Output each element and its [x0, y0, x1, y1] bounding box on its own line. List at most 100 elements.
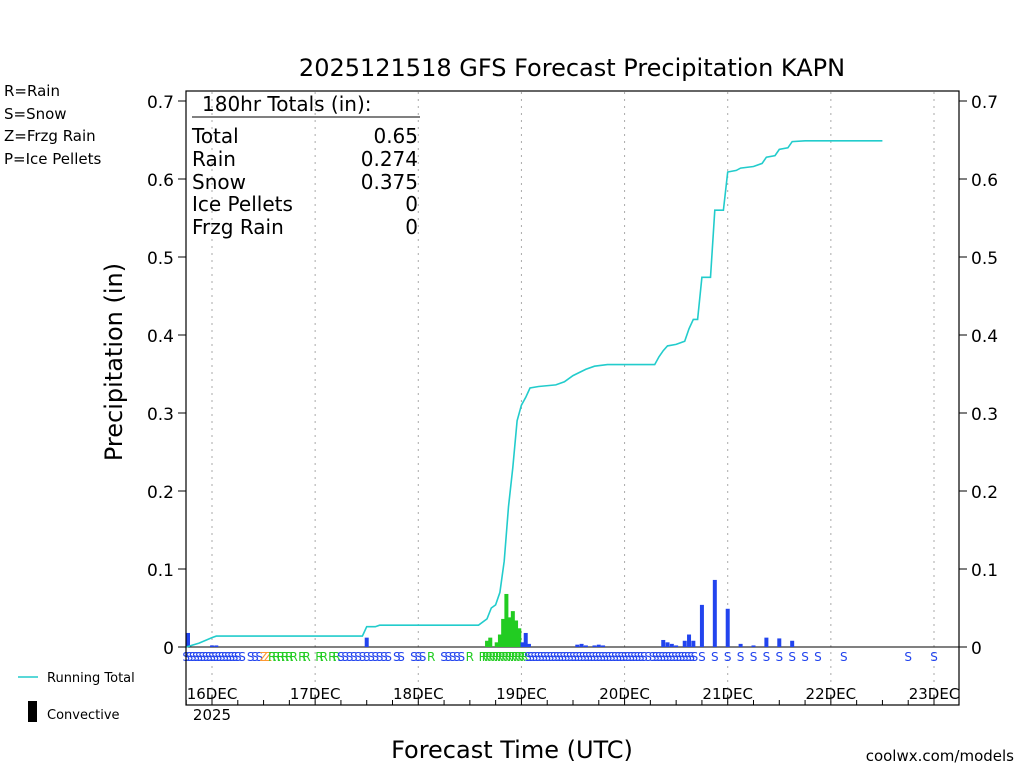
- type-code: S: [367, 650, 375, 664]
- type-code: S: [215, 650, 223, 664]
- y-axis-ticks: 0 00.1 0.10.2 0.20.3 0.30.4 0.40.5 0.50.6 0.60.…: [147, 93, 998, 659]
- type-code: R: [281, 650, 289, 664]
- type-code: S: [658, 650, 666, 664]
- y-tick-label-left: 0.6: [147, 171, 174, 191]
- type-code: R: [268, 650, 276, 664]
- totals-label-frzg-rain: Frzg Rain: [192, 215, 284, 239]
- type-code: S: [238, 650, 246, 664]
- type-code: R: [511, 650, 519, 664]
- type-code: S: [363, 650, 371, 664]
- type-code: S: [608, 650, 616, 664]
- x-tick-label: 20DEC: [599, 685, 650, 703]
- type-code: S: [397, 650, 405, 664]
- type-code: S: [601, 650, 609, 664]
- type-code: R: [491, 650, 499, 664]
- type-code: S: [359, 650, 367, 664]
- type-code: S: [644, 650, 652, 664]
- type-code: R: [520, 650, 528, 664]
- type-code: R: [501, 650, 509, 664]
- type-code: S: [904, 650, 912, 664]
- precip-bar: [601, 645, 606, 647]
- y-tick-label-left: 0: [163, 639, 174, 659]
- type-code: Z: [259, 650, 267, 664]
- y-tick-label-left: 0.2: [147, 483, 174, 503]
- precip-bar: [520, 642, 525, 647]
- precip-bar: [764, 637, 769, 647]
- legend-ice-pellets: P=Ice Pellets: [4, 150, 101, 168]
- precip-bar: [669, 643, 674, 647]
- totals-value-frzg-rain: 0: [405, 215, 418, 239]
- watermark: coolwx.com/models: [866, 747, 1014, 765]
- type-code: R: [277, 650, 285, 664]
- totals-value-snow: 0.375: [361, 170, 418, 194]
- type-code: S: [585, 650, 593, 664]
- type-code: S: [371, 650, 379, 664]
- type-code: S: [440, 650, 448, 664]
- type-code: R: [514, 650, 522, 664]
- legend-frzg-rain: Z=Frzg Rain: [4, 127, 96, 145]
- type-code: S: [630, 650, 638, 664]
- type-code: R: [332, 650, 340, 664]
- y-tick-label-left: 0.3: [147, 405, 174, 425]
- convective-swatch: [28, 701, 37, 722]
- precip-bar: [592, 645, 597, 647]
- type-code: S: [221, 650, 229, 664]
- type-code: S: [737, 650, 745, 664]
- type-code: R: [302, 650, 310, 664]
- type-code: S: [543, 650, 551, 664]
- precip-bar: [501, 618, 506, 647]
- totals-label-total: Total: [191, 124, 239, 148]
- precip-bars: [186, 579, 795, 647]
- precip-bar: [494, 642, 499, 647]
- type-code: R: [479, 650, 487, 664]
- type-code: S: [637, 650, 645, 664]
- type-code: S: [410, 650, 418, 664]
- type-code: S: [205, 650, 213, 664]
- x-tick-label: 22DEC: [806, 685, 857, 703]
- type-code: S: [691, 650, 699, 664]
- type-code: S: [662, 650, 670, 664]
- type-code: S: [681, 650, 689, 664]
- type-code: S: [592, 650, 600, 664]
- type-code: S: [350, 650, 358, 664]
- y-tick-label-right: 0.1: [971, 561, 998, 581]
- type-code: S: [627, 650, 635, 664]
- x-axis-label: Forecast Time (UTC): [391, 736, 633, 764]
- type-code: S: [556, 650, 564, 664]
- type-code: S: [595, 650, 603, 664]
- type-code: S: [589, 650, 597, 664]
- precip-bar: [364, 637, 369, 647]
- type-code: R: [298, 650, 306, 664]
- type-code: S: [763, 650, 771, 664]
- totals-value-ice-pellets: 0: [405, 192, 418, 216]
- type-code: S: [801, 650, 809, 664]
- y-tick-label-right: 0.6: [971, 171, 998, 191]
- precip-bar: [526, 643, 531, 647]
- type-code: S: [457, 650, 465, 664]
- x-tick-label: 18DEC: [393, 685, 444, 703]
- type-code: R: [427, 650, 435, 664]
- y-tick-label-right: 0.7: [971, 93, 998, 113]
- type-code: S: [234, 650, 242, 664]
- type-code: R: [488, 650, 496, 664]
- type-code: S: [453, 650, 461, 664]
- type-code: S: [775, 650, 783, 664]
- precip-bar: [738, 643, 743, 647]
- precip-bar: [790, 640, 795, 647]
- type-code: R: [482, 650, 490, 664]
- x-tick-year: 2025: [193, 706, 231, 724]
- type-code: S: [649, 650, 657, 664]
- x-tick-label: 17DEC: [290, 685, 341, 703]
- y-tick-label-left: 0.4: [147, 327, 174, 347]
- type-legend: R=Rain S=Snow Z=Frzg Rain P=Ice Pellets: [4, 82, 101, 168]
- precip-bar: [579, 643, 584, 647]
- series-legend: Running Total Convective: [18, 671, 135, 723]
- type-code: S: [750, 650, 758, 664]
- precip-bar: [596, 644, 601, 647]
- totals-header: 180hr Totals (in):: [202, 92, 372, 116]
- type-code: S: [419, 650, 427, 664]
- type-code: S: [527, 650, 535, 664]
- precip-bar: [214, 645, 219, 647]
- type-code: S: [582, 650, 590, 664]
- legend-running-total: Running Total: [47, 671, 135, 686]
